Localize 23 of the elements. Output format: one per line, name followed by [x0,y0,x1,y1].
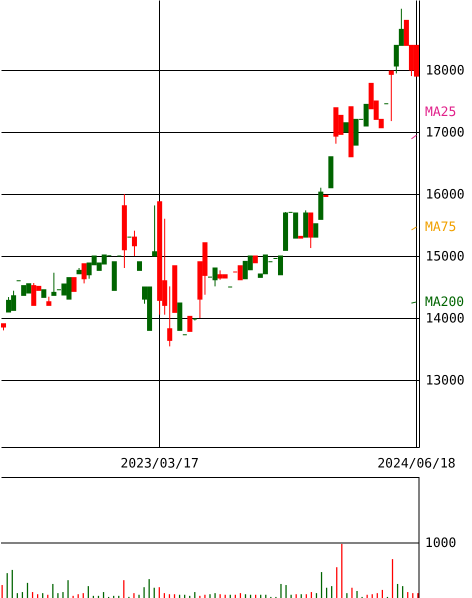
series-label: MA25 [425,104,456,120]
x-tick-label: 2023/03/17 [120,456,199,472]
candlestick [313,223,318,238]
series-label: MA75 [425,220,456,235]
candlestick [343,122,348,133]
x-tick-label: 2024/06/18 [377,456,456,472]
candlestick [167,286,172,347]
candlestick [72,277,77,292]
y-tick-label: 16000 [426,188,465,203]
y-tick-label: 14000 [426,312,465,327]
candlestick [388,70,394,122]
y-tick-label: 15000 [426,250,465,265]
text: 1000 [425,536,456,551]
y-tick-label: 13000 [426,374,465,389]
y-tick-label: 17000 [426,126,465,141]
candlestick [51,272,56,296]
candlestick [278,256,284,276]
y-tick-label: 18000 [426,64,465,79]
candlestick [132,230,137,257]
series-label: MA200 [425,294,464,310]
candlestick [82,263,87,284]
candlestick [152,204,158,257]
candlestick [187,316,192,332]
